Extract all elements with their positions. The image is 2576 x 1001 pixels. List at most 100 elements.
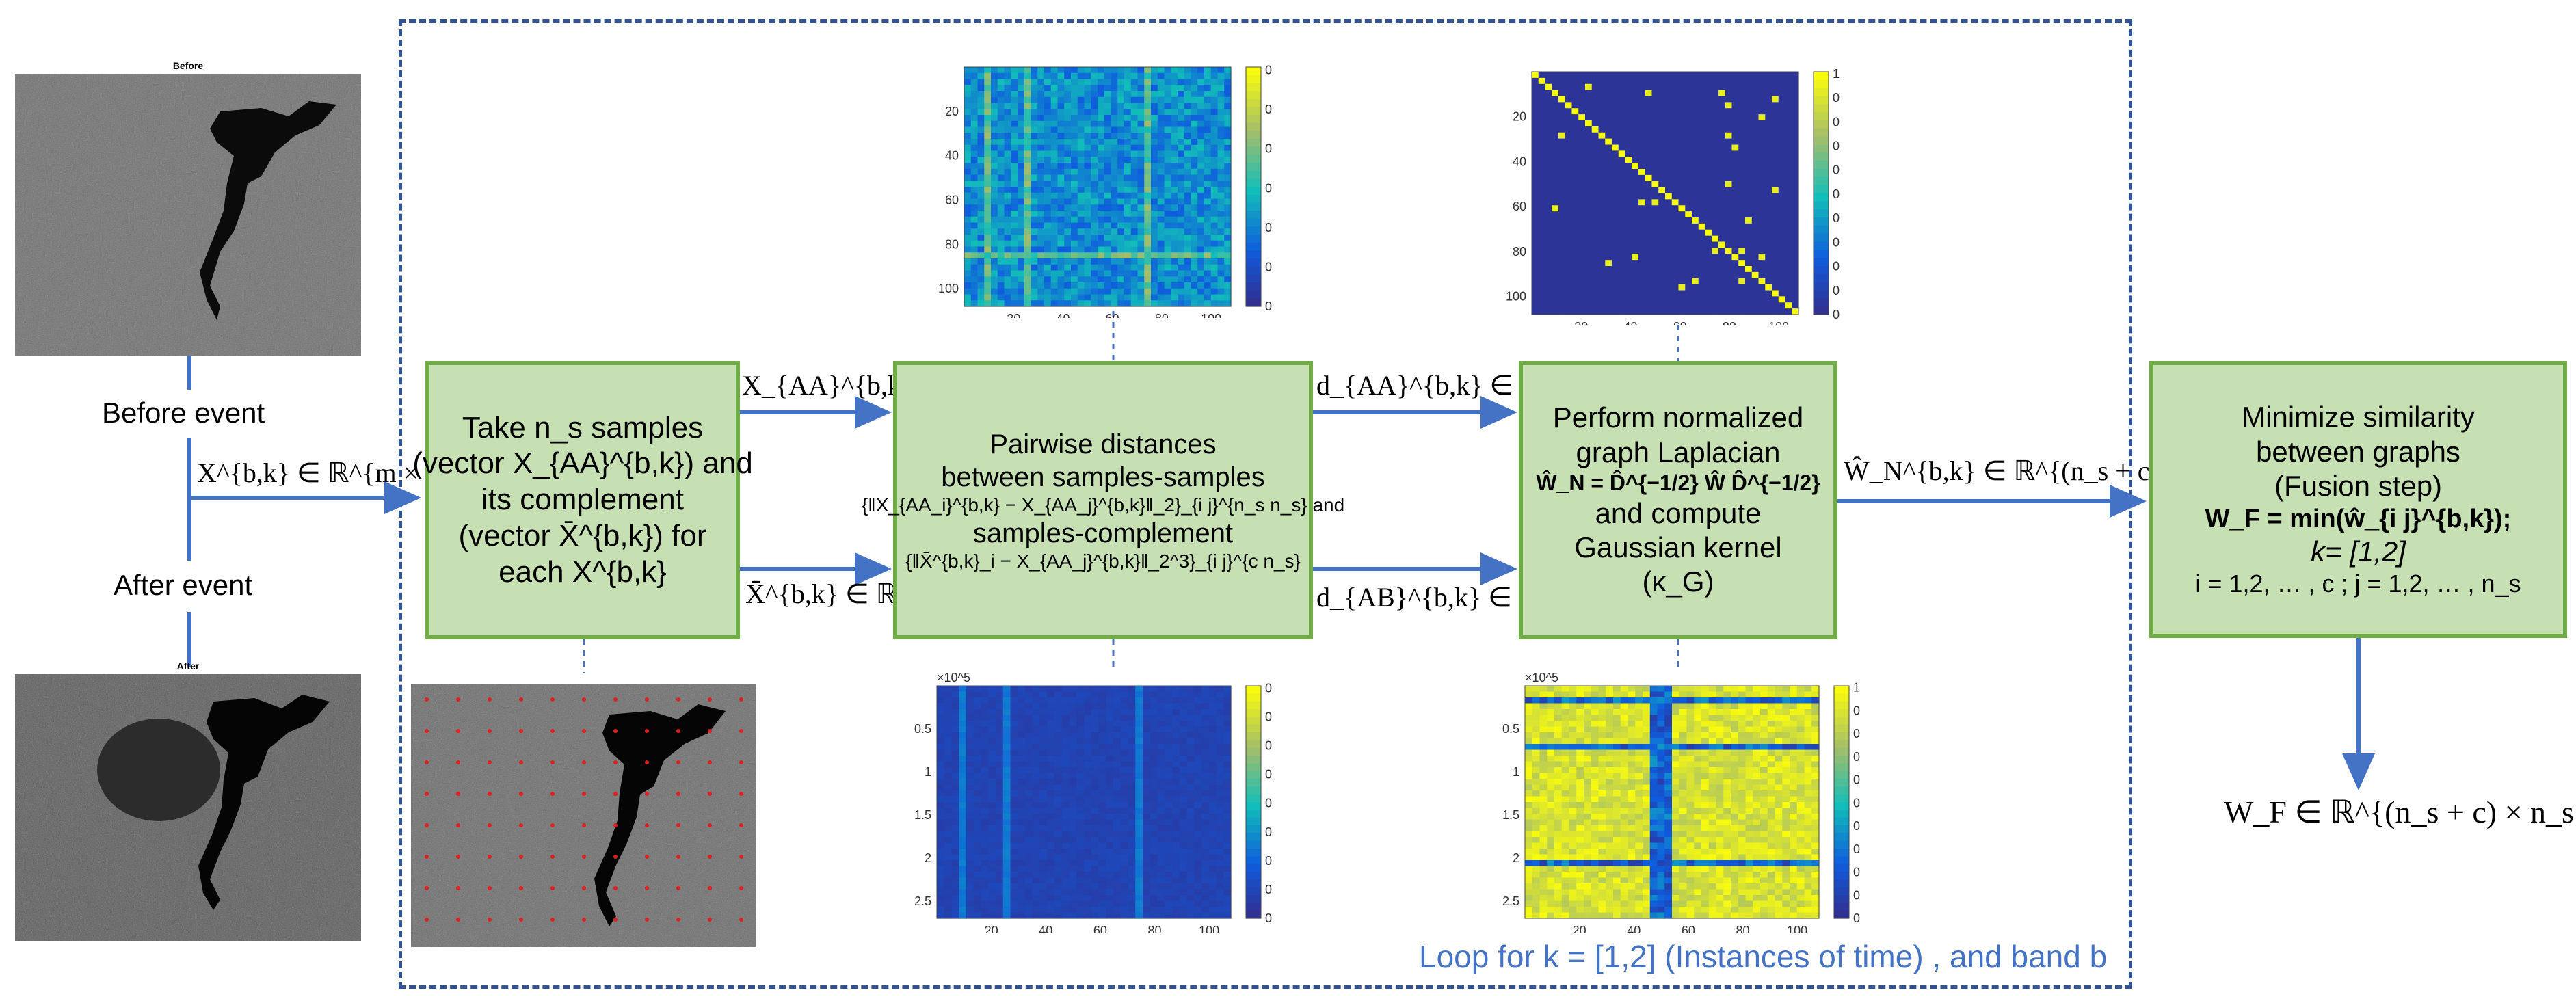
heatmap-cells — [1525, 686, 1820, 919]
before-image: Before — [15, 60, 361, 356]
laplacian-line-5: Gaussian kernel — [1574, 531, 1782, 563]
sampling-line-4: (vector X̄^{b,k}) for — [458, 518, 707, 552]
x-tick-label: 20 — [1573, 924, 1586, 933]
x-tick-label: 100 — [1787, 924, 1807, 933]
x-tick-label: 40 — [1627, 924, 1641, 933]
colorbar-tick-label: 0.6 — [1833, 163, 1840, 177]
pairwise-box: Pairwise distances between samples-sampl… — [862, 361, 1344, 639]
x-tick-label: 80 — [1155, 312, 1169, 318]
colorbar-tick-label: 0.7 — [1265, 710, 1272, 723]
x-tick-label: 80 — [1736, 924, 1750, 933]
y-tick-label: 40 — [945, 149, 959, 163]
laplacian-line-4: and compute — [1595, 496, 1762, 529]
sampling-line-1: Take n_s samples — [462, 410, 704, 444]
colorbar-tick-label: 0.6 — [1853, 773, 1860, 787]
heatmap-cells — [1532, 72, 1799, 315]
x-tick-label: 100 — [1768, 320, 1789, 325]
x-tick-label: 60 — [1106, 312, 1119, 318]
colorbar — [1814, 72, 1829, 315]
y-tick-label: 80 — [1513, 245, 1526, 258]
laplacian-line-2: graph Laplacian — [1576, 436, 1781, 468]
colorbar-tick-label: 0.3 — [1265, 825, 1272, 839]
colorbar-tick-label: 0.9 — [1833, 91, 1840, 105]
y-tick-label: 20 — [1513, 110, 1526, 124]
y-tick-label: 60 — [945, 193, 959, 206]
fusion-line-2: between graphs — [2256, 435, 2460, 468]
y-tick-label: 1 — [1513, 765, 1519, 779]
axis-exponent: ×10^5 — [1525, 671, 1558, 684]
sampled-image — [411, 684, 756, 947]
colorbar-tick-label: 0.6 — [1265, 739, 1272, 753]
colorbar — [1246, 686, 1261, 919]
colorbar-tick-label: 0.3 — [1853, 842, 1860, 856]
colorbar-tick-label: 0.5 — [1833, 187, 1840, 201]
colorbar-tick-label: 0 — [1853, 911, 1860, 925]
laplacian-line-3: Ŵ_N = D̂^{−1/2} Ŵ D̂^{−1/2} — [1536, 470, 1820, 496]
pairwise-line-5: {‖X̄^{b,k}_i − X_{AA_j}^{b,k}‖_2^3}_{i j… — [905, 550, 1301, 572]
colorbar-tick-label: 0.9 — [1853, 704, 1860, 717]
input-x-text: X^{b,k} ∈ ℝ^{m × n} — [197, 457, 453, 488]
colorbar-tick-label: 0.2 — [1265, 854, 1272, 868]
fusion-line-6: i = 1,2, … , c ; j = 1,2, … , n_s — [2195, 570, 2521, 598]
x-tick-label: 40 — [1623, 320, 1637, 325]
colorbar-tick-label: 0.1 — [1853, 888, 1860, 902]
colorbar-tick-label: 0.4 — [1265, 797, 1272, 810]
colorbar-tick-label: 0.2 — [1853, 866, 1860, 879]
x-tick-label: 40 — [1056, 312, 1070, 318]
y-tick-label: 1.5 — [914, 808, 931, 822]
heatmap-cells — [964, 67, 1232, 307]
colorbar-tick-label: 0.2 — [1833, 260, 1840, 273]
colorbar-tick-label: 0.6 — [1265, 64, 1272, 77]
pairwise-line-1: Pairwise distances — [990, 429, 1217, 459]
colorbar-tick-label: 0.8 — [1833, 115, 1840, 129]
before-image-title: Before — [172, 60, 204, 71]
y-tick-label: 100 — [1506, 290, 1526, 304]
y-tick-label: 0.5 — [1502, 722, 1519, 736]
heatmap-top-distances: 20 40 60 80 100 20 40 60 80 100 0 0.1 0.2 0.3 0.4 0.5 0.… — [938, 64, 1272, 318]
colorbar-tick-label: 0.4 — [1265, 142, 1272, 156]
y-tick-label: 20 — [945, 105, 959, 118]
x-tick-label: 60 — [1673, 320, 1687, 325]
y-tick-label: 1 — [925, 765, 931, 779]
after-image: After — [15, 660, 361, 941]
colorbar-tick-label: 1 — [1833, 67, 1840, 81]
fusion-line-3: (Fusion step) — [2274, 470, 2443, 503]
colorbar-tick-label: 0.3 — [1833, 235, 1840, 249]
colorbar-tick-label: 0.2 — [1265, 221, 1272, 235]
wf-text: W_F ∈ ℝ^{(n_s + c) × n_s} — [2224, 795, 2576, 829]
fusion-box: Minimize similarity between graphs (Fusi… — [2149, 361, 2567, 638]
after-image-title: After — [176, 660, 200, 671]
colorbar-tick-label: 0.7 — [1853, 750, 1860, 764]
heatmap-cells — [937, 686, 1232, 919]
x-tick-label: 60 — [1093, 924, 1107, 933]
colorbar-tick-label: 0.8 — [1853, 727, 1860, 740]
heatmap-bottom-distances: 0.5 1 1.5 2 2.5 20 40 60 80 100 ×10^5 0 0.1 0.2 0.3 0.4… — [914, 671, 1272, 933]
x-tick-label: 20 — [1007, 312, 1020, 318]
y-tick-label: 60 — [1513, 200, 1526, 213]
y-tick-label: 80 — [945, 237, 959, 251]
y-tick-label: 1.5 — [1502, 808, 1519, 822]
axis-exponent: ×10^5 — [937, 671, 970, 684]
colorbar-tick-label: 0 — [1833, 308, 1840, 321]
colorbar-tick-label: 0.1 — [1833, 284, 1840, 297]
sampling-line-2: (vector X_{AA}^{b,k}) and — [412, 446, 753, 481]
after-event-label: After event — [109, 569, 257, 602]
before-event-label: Before event — [98, 397, 269, 429]
colorbar-tick-label: 0.7 — [1833, 139, 1840, 152]
heatmap-top-laplacian: 20 40 60 80 100 20 40 60 80 100 0 0.1 0.2 0.3 0.4 0.5 0.… — [1506, 67, 1840, 325]
x-tick-label: 80 — [1148, 924, 1162, 933]
colorbar — [1246, 67, 1261, 307]
laplacian-line-1: Perform normalized — [1552, 401, 1804, 434]
x-tick-label: 40 — [1039, 924, 1052, 933]
colorbar-tick-label: 0.3 — [1265, 181, 1272, 195]
x-tick-label: 60 — [1682, 924, 1695, 933]
colorbar-tick-label: 0.4 — [1833, 211, 1840, 225]
x-tick-label: 80 — [1723, 320, 1736, 325]
y-tick-label: 2 — [1513, 851, 1519, 865]
colorbar-tick-label: 0.1 — [1265, 260, 1272, 273]
laplacian-box: Perform normalized graph Laplacian Ŵ_N =… — [1519, 361, 1837, 639]
fusion-line-1: Minimize similarity — [2242, 401, 2475, 433]
x-tick-label: 20 — [985, 924, 998, 933]
sampling-line-5: each X^{b,k} — [499, 555, 667, 589]
